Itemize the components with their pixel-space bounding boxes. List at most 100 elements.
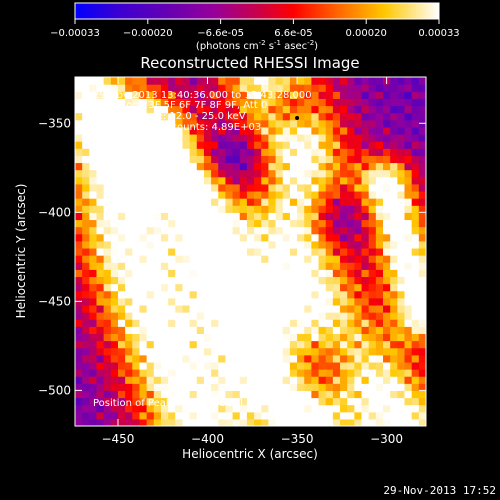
heatmap-cell [146,312,155,320]
heatmap-cell [411,369,420,377]
heatmap-cell [203,312,212,320]
heatmap-cell [132,390,141,399]
heatmap-cell [318,247,327,256]
heatmap-cell [82,390,90,399]
heatmap-cell [390,148,398,156]
heatmap-cell [175,319,184,327]
heatmap-cell [340,183,348,192]
heatmap-cell [218,105,227,114]
heatmap-cell [203,283,212,292]
heatmap-cell [182,226,191,235]
heatmap-cell [383,240,391,249]
heatmap-cell [275,119,284,128]
heatmap-cell [239,319,248,327]
heatmap-cell [340,276,348,285]
heatmap-cell [132,176,141,185]
heatmap-cell [125,326,133,335]
heatmap-cell [289,84,298,92]
heatmap-cell [146,255,155,263]
heatmap-cell [225,169,234,178]
heatmap-cell [311,205,320,213]
heatmap-cell [160,141,169,149]
heatmap-cell [289,240,298,249]
heatmap-cell [261,276,270,285]
heatmap-cell [196,126,205,135]
heatmap-cell [318,148,327,156]
heatmap-cell [225,269,234,278]
heatmap-cell [311,397,320,406]
heatmap-cell [146,333,155,342]
heatmap-cell [182,240,191,249]
heatmap-cell [125,390,133,399]
heatmap-cell [239,312,248,320]
heatmap-cell [182,255,191,263]
heatmap-cell [347,404,355,413]
heatmap-cell [203,240,212,249]
heatmap-cell [75,276,83,285]
heatmap-cell [275,219,284,228]
heatmap-cell [318,212,327,221]
heatmap-cell [189,361,198,370]
heatmap-cell [254,247,262,256]
heatmap-cell [340,126,348,135]
heatmap-cell [168,297,176,306]
heatmap-cell [383,112,391,121]
heatmap-cell [232,333,241,342]
heatmap-cell [268,162,277,171]
heatmap-cell [268,354,277,363]
heatmap-cell [146,404,155,413]
heatmap-cell [82,105,90,114]
heatmap-cell [282,269,291,278]
heatmap-cell [225,262,234,270]
heatmap-cell [125,212,133,221]
heatmap-cell [82,312,90,320]
heatmap-cells [75,77,426,426]
heatmap-cell [146,112,155,121]
heatmap-cell [232,141,241,149]
heatmap-cell [246,212,255,221]
heatmap-cell [82,283,90,292]
heatmap-cell [232,340,241,349]
heatmap-cell [232,112,241,121]
heatmap-cell [189,262,198,270]
heatmap-cell [418,319,426,327]
heatmap-cell [75,390,83,399]
heatmap-cell [211,247,219,256]
heatmap-cell [196,183,205,192]
heatmap-cell [311,369,320,377]
heatmap-cell [160,397,169,406]
heatmap-cell [404,141,413,149]
heatmap-cell [347,297,355,306]
heatmap-cell [246,283,255,292]
heatmap-cell [304,141,312,149]
heatmap-cell [289,190,298,199]
heatmap-cell [117,297,126,306]
heatmap-cell [347,255,355,263]
heatmap-cell [325,198,334,206]
heatmap-cell [175,105,184,114]
heatmap-cell [268,340,277,349]
heatmap-cell [347,119,355,128]
heatmap-cell [89,347,98,356]
heatmap-cell [168,105,176,114]
heatmap-cell [375,319,384,327]
heatmap-cell [418,126,426,135]
heatmap-cell [225,297,234,306]
heatmap-cell [246,383,255,391]
heatmap-cell [318,84,327,92]
heatmap-cell [189,397,198,406]
heatmap-cell [110,283,119,292]
heatmap-cell [203,297,212,306]
heatmap-cell [361,361,370,370]
heatmap-cell [139,326,148,335]
heatmap-cell [297,411,305,420]
heatmap-cell [103,283,112,292]
heatmap-cell [203,105,212,114]
heatmap-cell [82,383,90,391]
heatmap-cell [332,91,341,99]
heatmap-cell [125,119,133,128]
heatmap-cell [168,369,176,377]
heatmap-cell [82,84,90,92]
heatmap-cell [125,276,133,285]
heatmap-cell [182,319,191,327]
